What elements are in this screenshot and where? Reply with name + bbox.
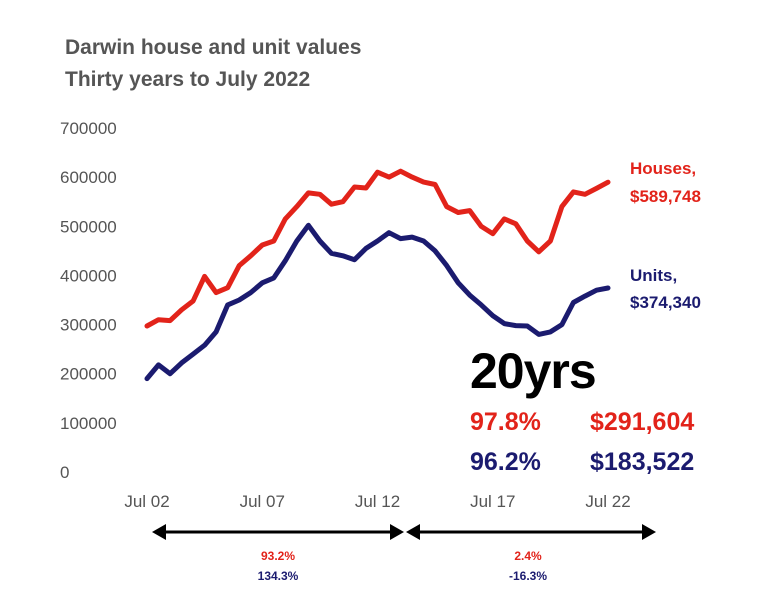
period1-units-pct: 134.3% — [257, 569, 299, 583]
x-tick-label: Jul 12 — [355, 492, 400, 511]
units-end-value: $374,340 — [630, 293, 701, 312]
houses-20yr-pct: 97.8% — [470, 408, 541, 436]
houses-series-line — [144, 168, 611, 329]
plot-area — [144, 168, 611, 382]
units-series-line — [144, 222, 611, 382]
period2-arrow-left-head — [406, 524, 420, 540]
period2-houses-pct: 2.4% — [514, 549, 542, 563]
period1-arrow-left-head — [152, 524, 166, 540]
headline-20yrs: 20yrs — [470, 343, 597, 399]
x-tick-label: Jul 02 — [124, 492, 169, 511]
houses-series-label: Houses, — [630, 159, 696, 178]
chart-title: Darwin house and unit values — [65, 36, 362, 59]
period1-arrow-right-head — [390, 524, 404, 540]
y-tick-label: 700000 — [60, 119, 117, 138]
x-tick-label: Jul 07 — [240, 492, 285, 511]
units-20yr-pct: 96.2% — [470, 448, 541, 476]
chart-title-block: Darwin house and unit values Thirty year… — [65, 32, 361, 96]
y-tick-label: 400000 — [60, 266, 117, 285]
y-tick-label: 600000 — [60, 168, 117, 187]
units-series-label: Units, — [630, 266, 677, 285]
x-tick-label: Jul 22 — [585, 492, 630, 511]
y-tick-label: 0 — [60, 463, 69, 482]
x-tick-label: Jul 17 — [470, 492, 515, 511]
y-axis: 700000 600000 500000 400000 300000 200000 1000… — [60, 119, 117, 482]
chart-subtitle: Thirty years to July 2022 — [65, 68, 311, 91]
y-tick-label: 100000 — [60, 414, 117, 433]
period2-arrow-right-head — [642, 524, 656, 540]
x-axis: Jul 02 Jul 07 Jul 12 Jul 17 Jul 22 — [124, 492, 630, 511]
period1-houses-pct: 93.2% — [260, 549, 296, 563]
period2-units-pct: -16.3% — [508, 569, 548, 583]
y-tick-label: 200000 — [60, 365, 117, 384]
houses-20yr-dollar: $291,604 — [590, 408, 695, 436]
houses-end-value: $589,748 — [630, 187, 701, 206]
y-tick-label: 500000 — [60, 217, 117, 236]
period-arrows — [152, 524, 656, 540]
y-tick-label: 300000 — [60, 316, 117, 335]
units-20yr-dollar: $183,522 — [590, 448, 695, 476]
